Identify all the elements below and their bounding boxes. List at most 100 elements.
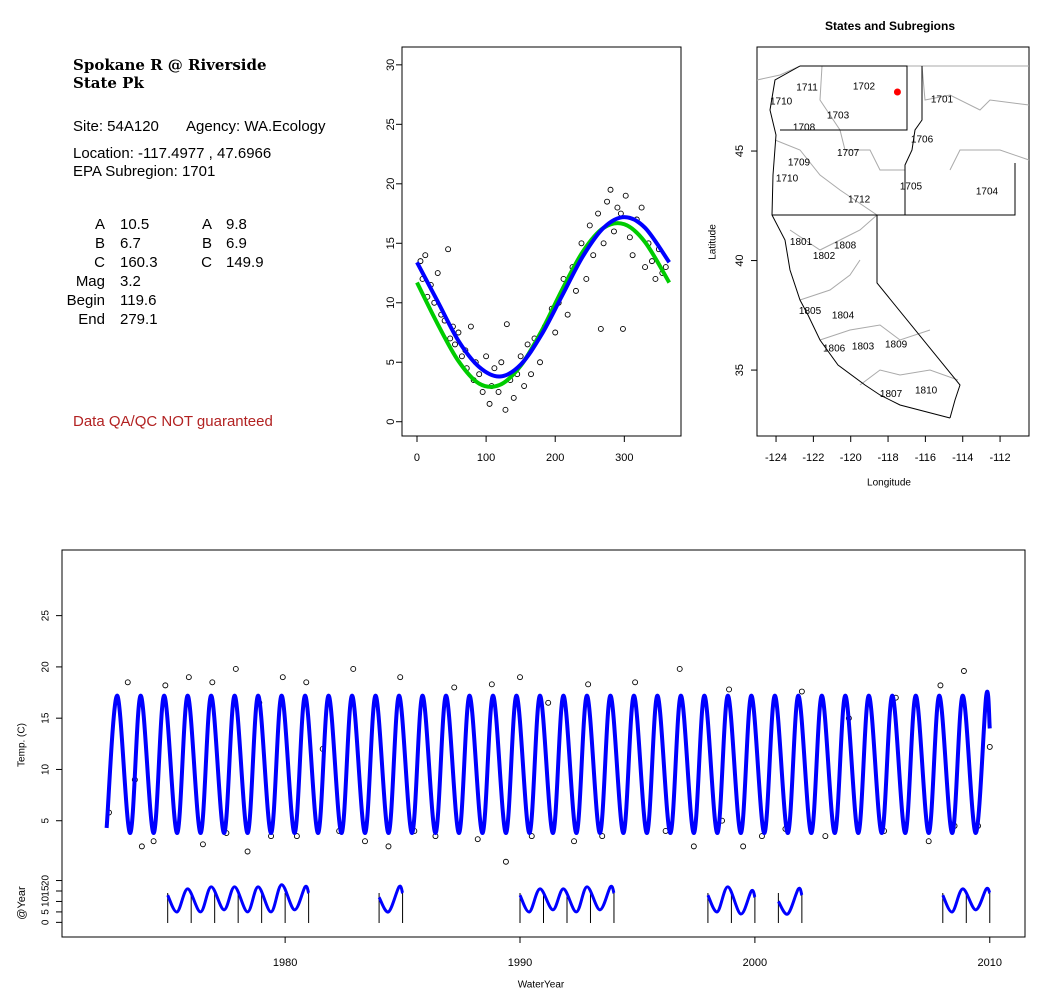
data-point	[503, 321, 510, 328]
agency: Agency: WA.Ecology	[186, 118, 326, 135]
data-point	[498, 359, 505, 366]
data-point	[293, 833, 300, 840]
y-tick-label: 20	[41, 661, 52, 673]
data-point	[397, 674, 404, 681]
data-point	[491, 365, 498, 372]
data-point	[362, 838, 368, 845]
y-tick-label: 5	[385, 359, 397, 365]
y-axis-label: @Year	[16, 886, 28, 920]
site-id: Site: 54A120	[73, 118, 159, 135]
data-point	[524, 341, 531, 348]
data-point	[417, 258, 424, 265]
y-tick-label: 10	[385, 297, 397, 309]
data-point	[626, 234, 633, 241]
region-label: 1703	[827, 111, 850, 122]
fit-line	[415, 221, 671, 389]
region-label: 1705	[900, 182, 923, 193]
fit-label: Mag	[75, 273, 105, 290]
data-point	[545, 699, 552, 706]
fit-value: 119.6	[120, 292, 157, 309]
data-point	[652, 276, 659, 282]
region-label: 1710	[770, 97, 793, 108]
data-point	[595, 210, 602, 217]
region-label: 1701	[931, 95, 954, 106]
region-boundary	[774, 139, 878, 216]
data-point	[622, 192, 629, 199]
y-tick-label: 15	[41, 712, 52, 724]
data-point	[451, 684, 458, 691]
data-point	[434, 270, 441, 276]
region-boundary	[859, 369, 959, 386]
y-tick-label: 25	[385, 118, 397, 130]
region-boundary	[819, 65, 905, 171]
data-point	[452, 341, 458, 348]
region-label: 1711	[796, 83, 818, 94]
data-point	[279, 674, 286, 681]
data-point	[209, 679, 216, 686]
data-point	[597, 325, 604, 332]
data-point	[571, 838, 577, 845]
region-label: 1805	[799, 306, 822, 317]
data-point	[740, 843, 747, 850]
data-point	[303, 679, 310, 686]
data-point	[488, 681, 495, 688]
data-point	[124, 679, 131, 686]
data-point	[758, 833, 765, 840]
plot-frame	[756, 46, 1030, 437]
fit-label: C	[201, 254, 212, 271]
fit-label: B	[201, 235, 212, 252]
x-tick-label: 200	[546, 452, 564, 464]
data-point	[632, 679, 639, 686]
x-tick-label: -124	[765, 452, 787, 464]
data-point	[599, 833, 606, 840]
site-marker	[893, 88, 901, 96]
data-point	[510, 394, 517, 401]
y-tick-label: 45	[734, 145, 746, 157]
data-point	[537, 359, 543, 366]
data-point	[483, 353, 490, 360]
data-point	[474, 836, 481, 843]
data-point	[676, 666, 683, 672]
data-point	[960, 668, 967, 674]
x-tick-label: 1980	[273, 957, 297, 969]
fit-line	[166, 883, 992, 916]
fit-label: B	[94, 235, 105, 252]
region-label: 1807	[880, 389, 903, 400]
data-point	[476, 371, 483, 378]
x-axis-label: Longitude	[867, 478, 911, 489]
y-tick-label: 30	[385, 59, 397, 71]
region-boundary	[799, 259, 861, 301]
y-tick-label: 40	[734, 254, 746, 266]
y-tick-label: 10	[41, 895, 52, 907]
y-tick-label: 15	[41, 885, 52, 897]
fit-value: 6.9	[226, 235, 247, 252]
data-point	[590, 252, 597, 259]
fit-label: Begin	[66, 292, 105, 309]
map-regions	[756, 65, 1030, 386]
data-point	[244, 848, 251, 855]
data-point	[517, 674, 523, 681]
data-point	[447, 335, 454, 342]
data-point	[502, 406, 509, 413]
state-boundary	[780, 65, 908, 131]
x-tick-label: -112	[989, 452, 1010, 464]
region-boundary	[921, 65, 1030, 111]
data-point	[479, 389, 486, 395]
data-point	[585, 681, 592, 688]
fit-label: A	[201, 216, 212, 233]
data-point	[422, 252, 429, 259]
data-point	[445, 246, 452, 253]
data-point	[138, 843, 145, 850]
data-point	[638, 204, 645, 211]
data-point	[495, 389, 502, 395]
data-point	[604, 198, 611, 205]
x-axis-label: WaterYear	[518, 980, 565, 991]
region-boundary	[949, 149, 1030, 171]
data-point	[925, 838, 932, 845]
y-axis-label: Temp. (C)	[17, 723, 28, 767]
y-tick-label: 0	[385, 419, 397, 425]
plot-frame	[61, 549, 1026, 938]
fit-value: 3.2	[120, 273, 141, 290]
subregion: EPA Subregion: 1701	[73, 163, 216, 180]
